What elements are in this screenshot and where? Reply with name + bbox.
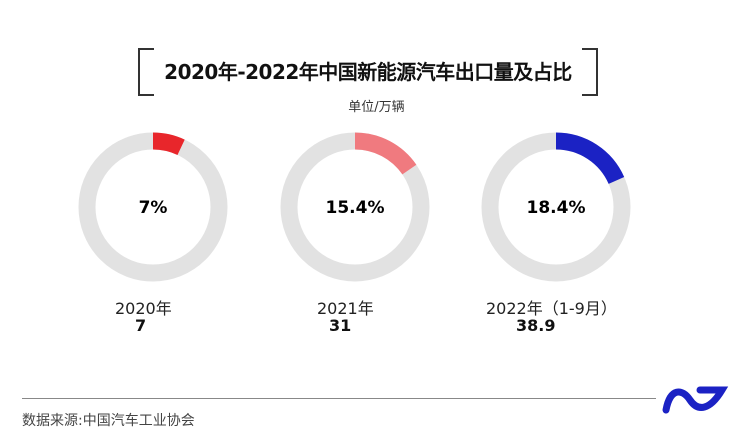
share-label: 15.4% [326,198,385,218]
unit-label: 单位/万辆 [348,100,405,115]
donut-segment [78,132,228,282]
title-bracket-right [582,48,598,96]
data-source: 数据来源:中国汽车工业协会 [22,413,195,429]
chart-title: 2020年-2022年中国新能源汽车出口量及占比 [164,60,572,84]
logo-icon [662,386,729,414]
export-volume: 7 [135,316,147,335]
year-label: 2022年（1-9月） [486,299,617,318]
share-label: 7% [139,198,168,218]
share-label: 18.4% [527,198,586,218]
export-volume: 38.9 [516,316,556,335]
donut-segment [481,132,631,282]
title-bracket-left [138,48,154,96]
year-label: 2020年 [115,299,172,318]
year-label: 2021年 [317,299,374,318]
footer-divider [22,398,656,399]
donut-segment [280,132,430,282]
export-volume: 31 [329,316,352,335]
